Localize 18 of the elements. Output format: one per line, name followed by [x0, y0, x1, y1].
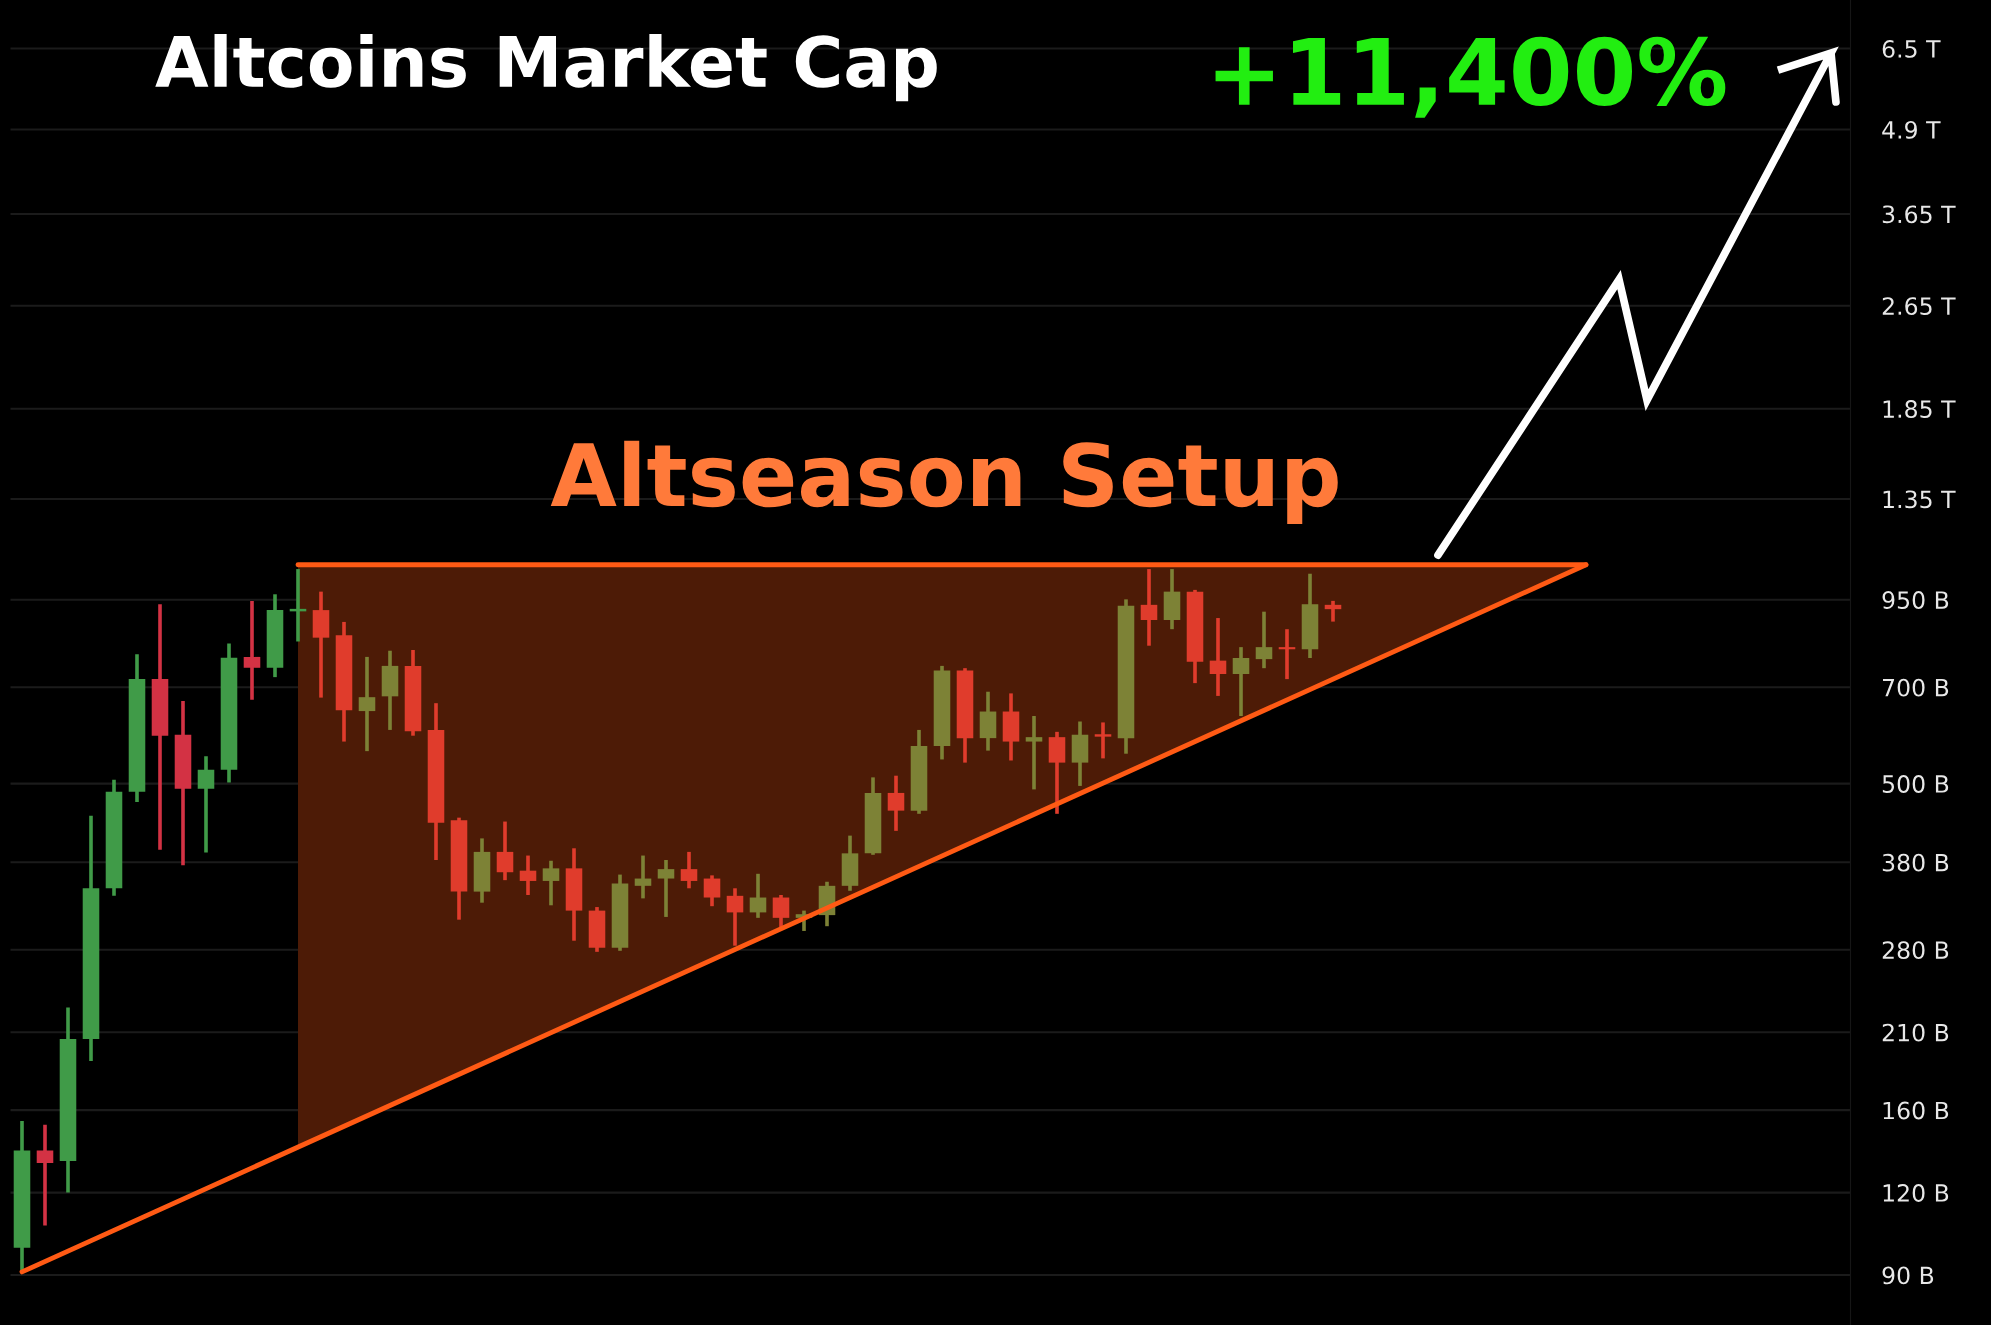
- annotation: Altseason Setup: [550, 440, 1338, 524]
- y-tick-label: 210 B: [1882, 1023, 1949, 1042]
- y-tick-label: 1.35 T: [1883, 490, 1956, 509]
- y-tick-label: 4.9 T: [1882, 120, 1941, 139]
- y-tick-label: 380 B: [1882, 853, 1949, 872]
- y-tick-label: 280 B: [1882, 941, 1949, 960]
- y-tick-label: 500 B: [1882, 775, 1949, 793]
- y-tick-label: 700 B: [1882, 678, 1949, 697]
- y-tick-label: 3.65 T: [1882, 205, 1956, 224]
- y-tick-label: 950 B: [1882, 591, 1949, 609]
- annotation: +11,400%: [1215, 36, 1726, 118]
- y-tick-label: 2.65 T: [1882, 297, 1956, 315]
- y-tick-label: 6.5 T: [1882, 40, 1941, 58]
- y-tick-label: 1.85 T: [1883, 400, 1956, 418]
- y-tick-label: 160 B: [1883, 1101, 1949, 1120]
- y-tick-label: 120 B: [1883, 1184, 1949, 1202]
- chart-title: Altcoins Market Cap: [155, 33, 937, 102]
- y-tick-label: 90 B: [1882, 1266, 1934, 1285]
